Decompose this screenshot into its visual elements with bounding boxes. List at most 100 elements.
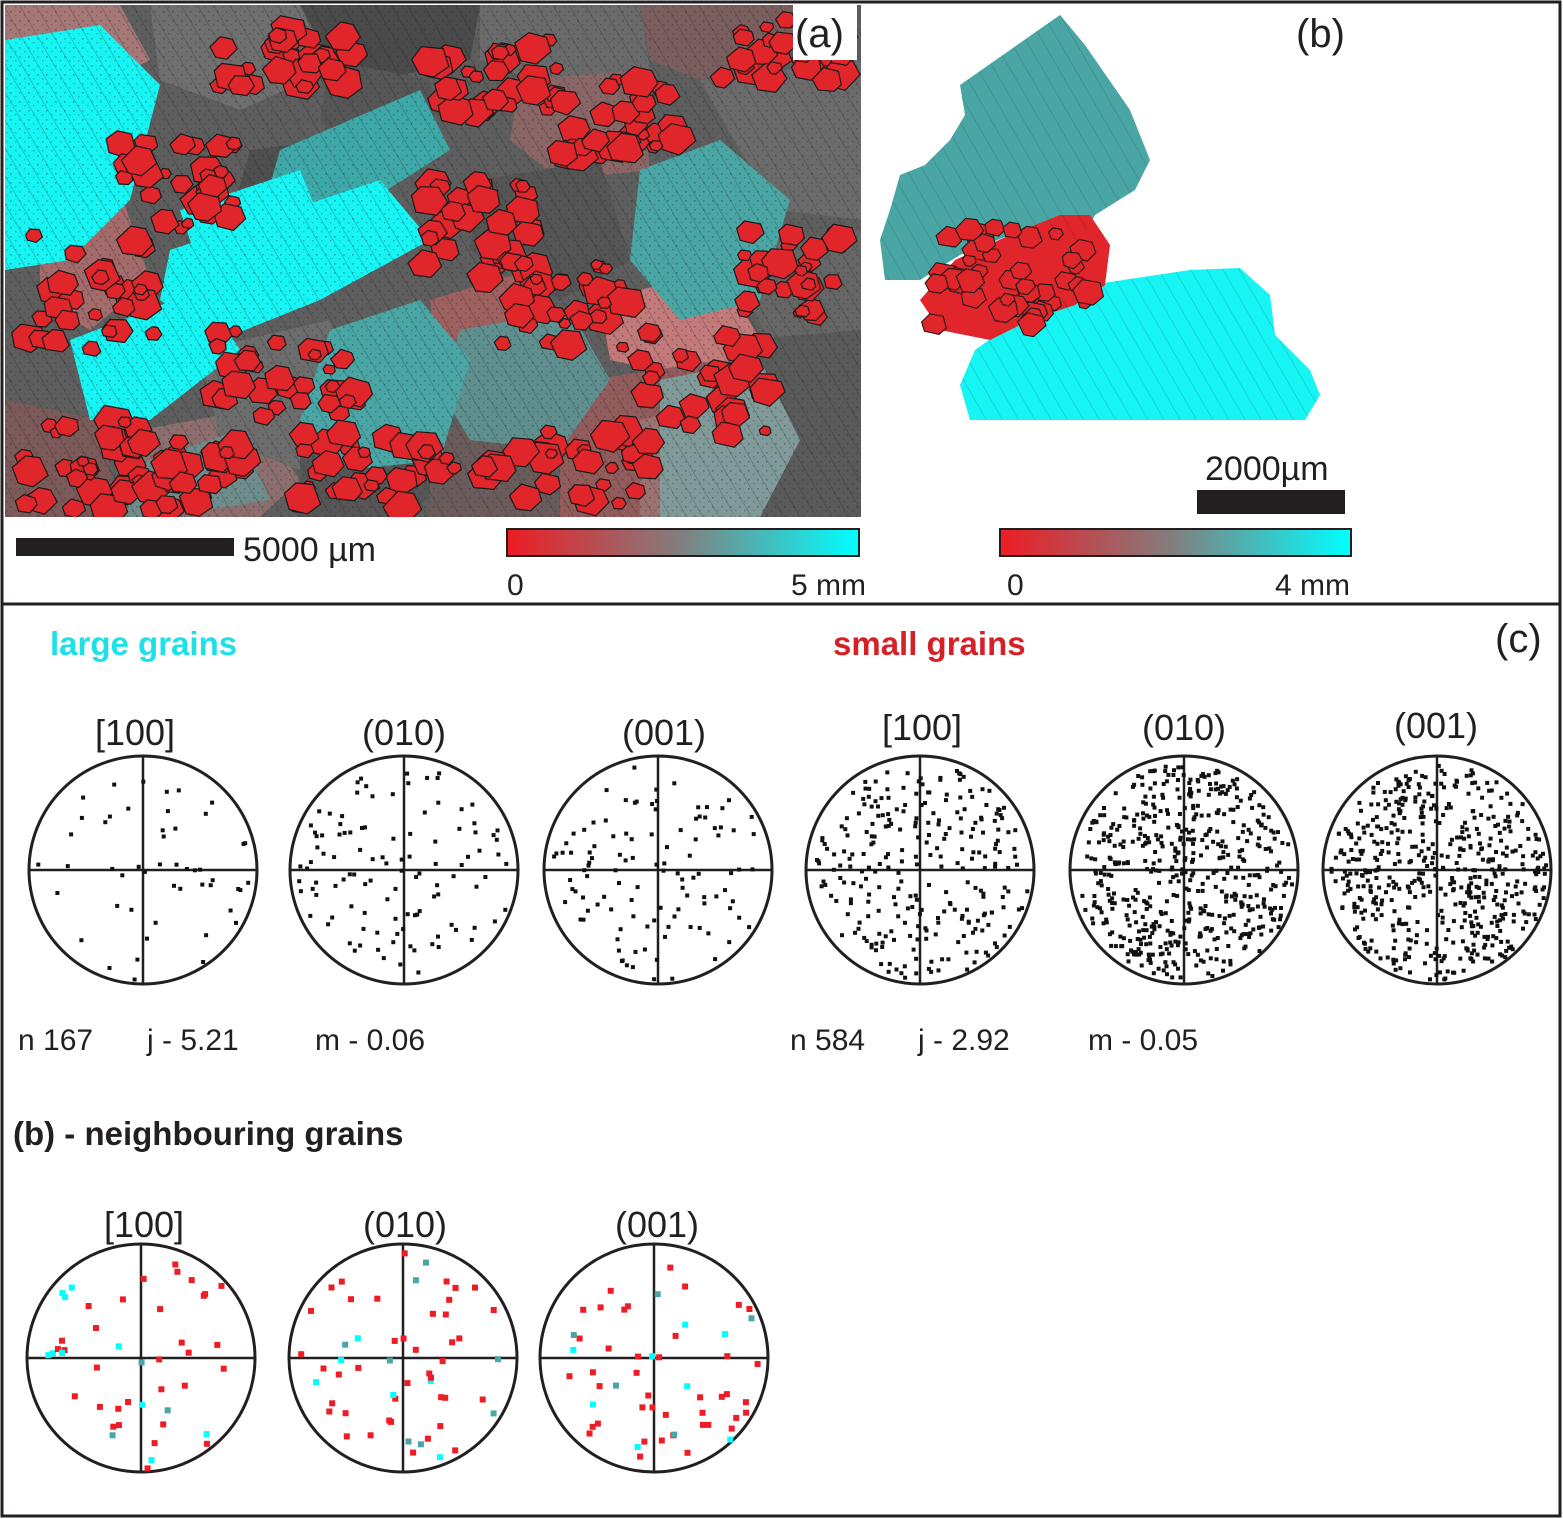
pole-point [992,818,997,823]
small-grain [955,268,986,294]
pole-point [1219,784,1224,789]
pole-point [1188,789,1192,794]
pole-point [1135,937,1140,941]
pole-point [914,816,919,821]
pole-point [918,776,923,781]
pole-point [494,837,499,842]
pole-point [723,1391,730,1398]
pole-point [958,816,963,821]
pole-point [1524,920,1529,925]
pole-point [1448,805,1453,810]
pole-point [1236,836,1241,841]
pole-point [1393,967,1398,972]
pole-point [1353,927,1357,932]
small-grain [322,364,336,375]
pole-point [1491,898,1496,902]
large-pf-title-100: [100] [95,712,175,753]
pole-point [1147,955,1152,960]
pole-point [1416,876,1421,881]
pole-point [1495,902,1500,907]
pole-point [326,1408,333,1415]
small-grain [267,27,288,44]
panel-b-colorbar-min: 0 [1007,569,1024,602]
pole-point [313,830,317,835]
pole-point [1348,871,1353,876]
small-grain [604,461,620,475]
pole-point [1189,837,1194,842]
pole-point [1231,820,1236,825]
pole-point [939,864,944,869]
pole-point [361,926,366,931]
pole-point [342,1410,349,1417]
pole-point [1371,785,1376,790]
pole-point [1386,850,1391,855]
small-grain [155,495,179,515]
pole-point [1121,936,1126,941]
pole-point [923,801,927,805]
pole-point [355,790,360,795]
small-grain [580,128,611,153]
pole-point [192,868,197,873]
pole-point [724,1353,731,1360]
pole-point [400,1335,407,1342]
pole-point [1363,946,1368,951]
pole-point [1247,796,1252,801]
pole-point [1526,836,1531,841]
pole-point [200,882,205,887]
pole-point [1462,901,1467,906]
pole-point [1218,855,1223,860]
pole-point [1281,893,1286,898]
pole-point [1159,834,1164,839]
small-grain [571,448,605,475]
pole-point [1497,830,1502,835]
pole-point [1482,934,1487,939]
pole-point [1350,857,1355,861]
pole-point [569,850,574,855]
pole-point [971,850,976,855]
pole-point [656,1354,663,1361]
pole-point [979,815,984,820]
pole-point [1168,940,1173,945]
pole-point [385,897,390,902]
pole-point [1250,805,1255,810]
pole-point [1231,807,1236,812]
pole-point [314,892,319,897]
pole-point [693,837,698,842]
pole-point [1499,838,1504,843]
pole-point [972,960,977,965]
pole-point [1368,870,1372,875]
pole-point [1241,823,1246,828]
pole-point [1233,875,1238,880]
pole-point [1206,773,1211,778]
small-grain [437,94,474,126]
pole-point [654,787,659,792]
pole-point [1190,828,1195,833]
pole-point [1455,835,1460,840]
pole-point [1102,872,1107,877]
small-grain [654,83,681,106]
pole-point [631,914,636,919]
pole-point [1448,882,1453,887]
small-grain [490,44,510,61]
pole-point [867,892,872,897]
pole-point [1438,886,1443,891]
pole-point [1352,905,1357,910]
pole-point [718,825,723,830]
pole-point [1434,819,1438,824]
pole-point [993,864,998,869]
pole-point [629,837,634,842]
pole-point [1444,806,1449,811]
pole-point [1421,839,1425,844]
large-pf-001 [542,754,774,986]
pole-point [1085,854,1090,859]
pole-point [1176,778,1180,782]
pole-point [1474,884,1479,889]
pole-point [1214,947,1219,951]
pole-point [694,816,699,821]
pole-point [1221,855,1226,860]
pole-point [1254,893,1259,898]
pole-point [1368,889,1373,894]
pole-point [1458,900,1463,905]
pole-point [1419,849,1424,854]
pole-point [1210,912,1215,917]
